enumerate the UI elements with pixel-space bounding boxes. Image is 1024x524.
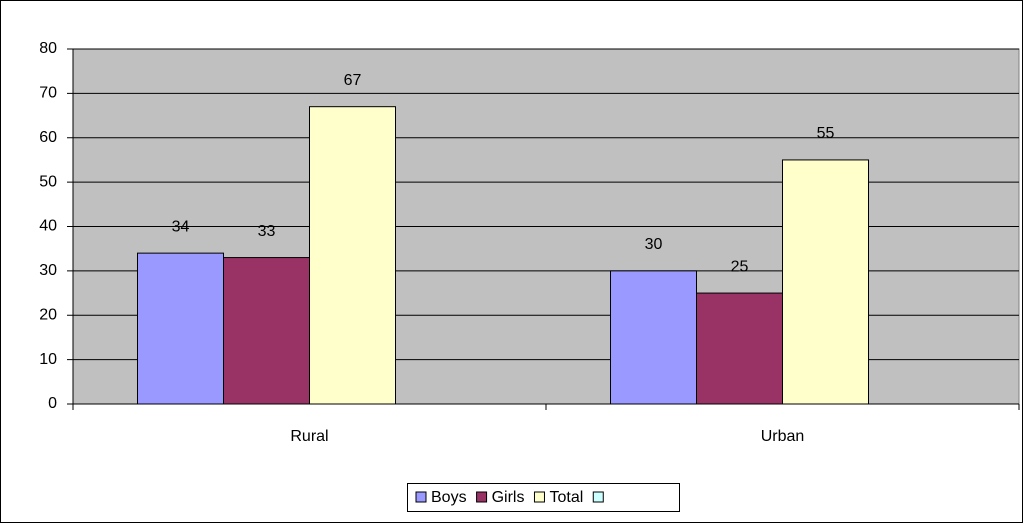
- y-tick-label: 40: [39, 218, 57, 235]
- y-tick-label: 80: [39, 40, 57, 57]
- y-tick-label: 50: [39, 173, 57, 190]
- legend-label: Total: [549, 489, 583, 506]
- y-tick-label: 60: [39, 129, 57, 146]
- legend-swatch: [415, 491, 427, 503]
- y-tick-label: 10: [39, 351, 57, 368]
- data-label: 55: [817, 125, 835, 142]
- legend-swatch: [592, 491, 604, 503]
- legend-items: Boys Girls Total: [415, 489, 583, 506]
- data-label: 25: [731, 258, 749, 275]
- legend-label: Girls: [492, 489, 525, 506]
- x-tick-label: Rural: [290, 428, 328, 445]
- x-tick-label: Urban: [761, 428, 805, 445]
- y-tick-label: 20: [39, 306, 57, 323]
- bars: Rural 34 33 67 Urban 30 25 55: [137, 72, 869, 445]
- data-label: 30: [645, 236, 663, 253]
- data-label: 34: [172, 218, 190, 235]
- y-tick-label: 30: [39, 262, 57, 279]
- bar: [137, 252, 224, 405]
- y-tick-label: 70: [39, 85, 57, 102]
- y-tick-label: 0: [48, 395, 57, 412]
- bar: [309, 106, 396, 405]
- data-label: 33: [258, 223, 276, 240]
- data-label: 67: [344, 72, 362, 89]
- bar: [610, 270, 697, 405]
- bar: [696, 292, 783, 405]
- bar: [223, 257, 310, 405]
- legend-swatch: [533, 491, 545, 503]
- bar: [782, 159, 869, 405]
- legend-label: Boys: [431, 489, 467, 506]
- legend-swatch: [476, 491, 488, 503]
